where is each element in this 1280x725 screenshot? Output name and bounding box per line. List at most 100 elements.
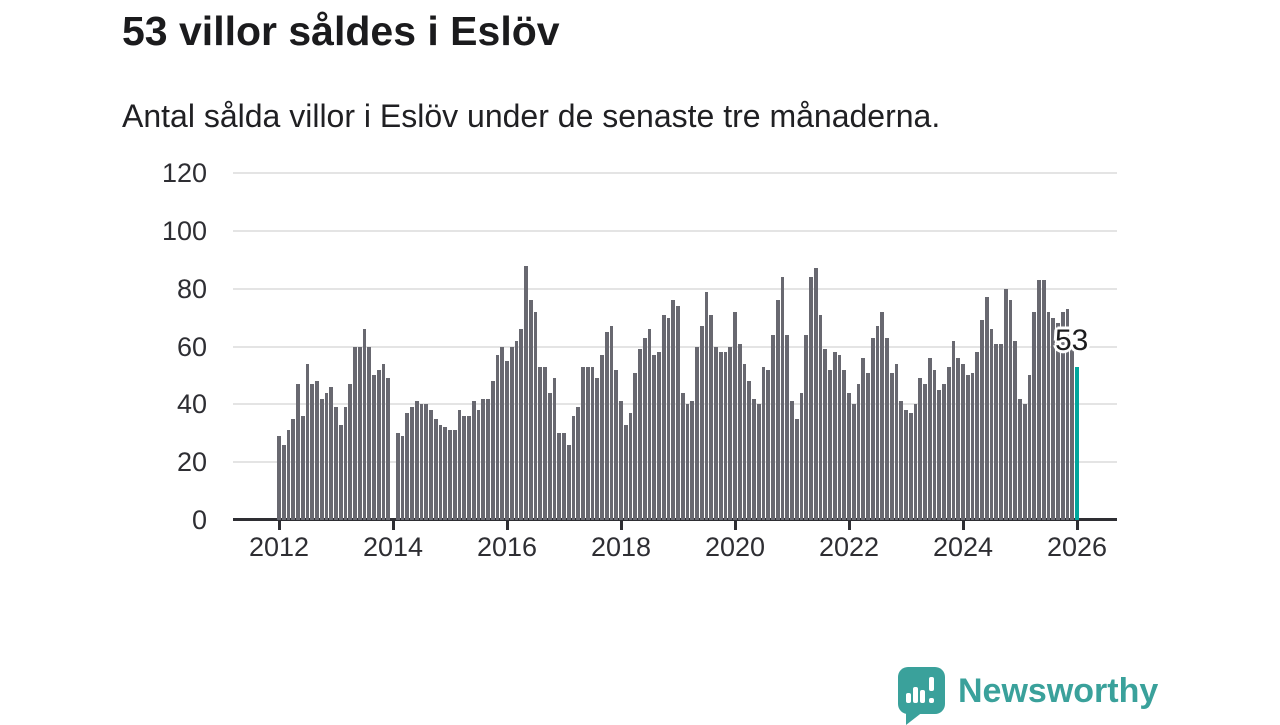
bar (723, 352, 728, 520)
bar (837, 355, 842, 520)
bar (999, 343, 1003, 520)
bar (414, 401, 419, 520)
bar (771, 334, 775, 520)
x-axis-label-2024: 2024 (932, 532, 994, 562)
bar (994, 343, 999, 520)
bar (538, 366, 543, 520)
highlight-bar (1075, 366, 1079, 520)
gridline-y-80 (233, 287, 1117, 290)
bar (847, 392, 851, 520)
bar (552, 378, 557, 520)
bar (866, 372, 870, 520)
bar (1003, 288, 1008, 520)
x-axis-tick-2024 (961, 521, 965, 530)
bar (1022, 404, 1027, 520)
bar (1060, 311, 1065, 520)
bar (752, 398, 756, 520)
bar (343, 407, 348, 520)
bar (410, 407, 414, 520)
bar (1041, 280, 1046, 520)
bar (804, 334, 809, 520)
bar (775, 300, 780, 520)
bar (737, 343, 742, 520)
y-axis-label-120: 120 (161, 158, 207, 188)
bar (462, 415, 467, 520)
bar (438, 424, 443, 520)
bar (338, 424, 343, 520)
bar (400, 436, 405, 520)
bar (927, 358, 932, 520)
bar (471, 401, 476, 520)
speech-bubble-tail (906, 711, 924, 725)
y-axis-label-0: 0 (191, 505, 207, 535)
bar (780, 277, 785, 520)
bar (1008, 300, 1013, 520)
bar (628, 413, 633, 520)
bar (946, 366, 951, 520)
bar (1051, 317, 1056, 520)
bar (666, 317, 671, 520)
bar (590, 366, 595, 520)
bar (509, 346, 514, 520)
bar (277, 436, 281, 520)
bar (386, 378, 391, 520)
bar (486, 398, 490, 520)
bar (704, 291, 709, 520)
bar (362, 329, 367, 520)
bar (457, 410, 462, 520)
bar (747, 381, 752, 520)
bar (1018, 398, 1022, 520)
bar (305, 363, 310, 520)
bar (875, 326, 880, 520)
last-value-annotation: 53 (1055, 324, 1089, 357)
bar (566, 444, 571, 520)
bar (329, 386, 334, 520)
bar (376, 369, 381, 520)
x-axis-label-2022: 2022 (818, 532, 880, 562)
bar (419, 404, 424, 520)
x-axis-tick-2012 (277, 521, 281, 530)
bar (481, 398, 486, 520)
bar (348, 384, 353, 520)
page-title: 53 villor såldes i Eslöv (122, 8, 560, 54)
x-axis-tick-2018 (619, 521, 623, 530)
bar (756, 404, 761, 520)
bar (832, 352, 837, 520)
bar (961, 363, 965, 520)
x-axis-label-2026: 2026 (1046, 532, 1108, 562)
bar (452, 430, 457, 520)
bar (642, 337, 647, 520)
bar (885, 337, 889, 520)
bar (932, 369, 937, 520)
bar (989, 329, 994, 520)
bar (424, 404, 429, 520)
bar (429, 410, 433, 520)
bar (324, 392, 329, 520)
bar (381, 363, 386, 520)
y-axis-label-80: 80 (176, 273, 207, 304)
bar (951, 340, 956, 520)
bar (785, 334, 790, 520)
bar (619, 401, 623, 520)
bar (809, 277, 813, 520)
bar (614, 369, 619, 520)
bar (913, 404, 918, 520)
bar (813, 268, 818, 520)
bar (1065, 308, 1070, 520)
bar (676, 306, 680, 520)
bar (505, 360, 509, 520)
bar (828, 369, 832, 520)
x-axis-tick-2016 (505, 521, 509, 530)
bar (524, 265, 528, 520)
bar (557, 433, 562, 520)
bar (908, 413, 913, 520)
bar (310, 384, 315, 520)
bar (638, 349, 642, 520)
bar (353, 346, 357, 520)
bar (1027, 375, 1032, 520)
bar (528, 300, 533, 520)
page-subtitle: Antal sålda villor i Eslöv under de sena… (122, 98, 941, 134)
bar (405, 413, 410, 520)
bar (718, 352, 723, 520)
bar (300, 415, 305, 520)
